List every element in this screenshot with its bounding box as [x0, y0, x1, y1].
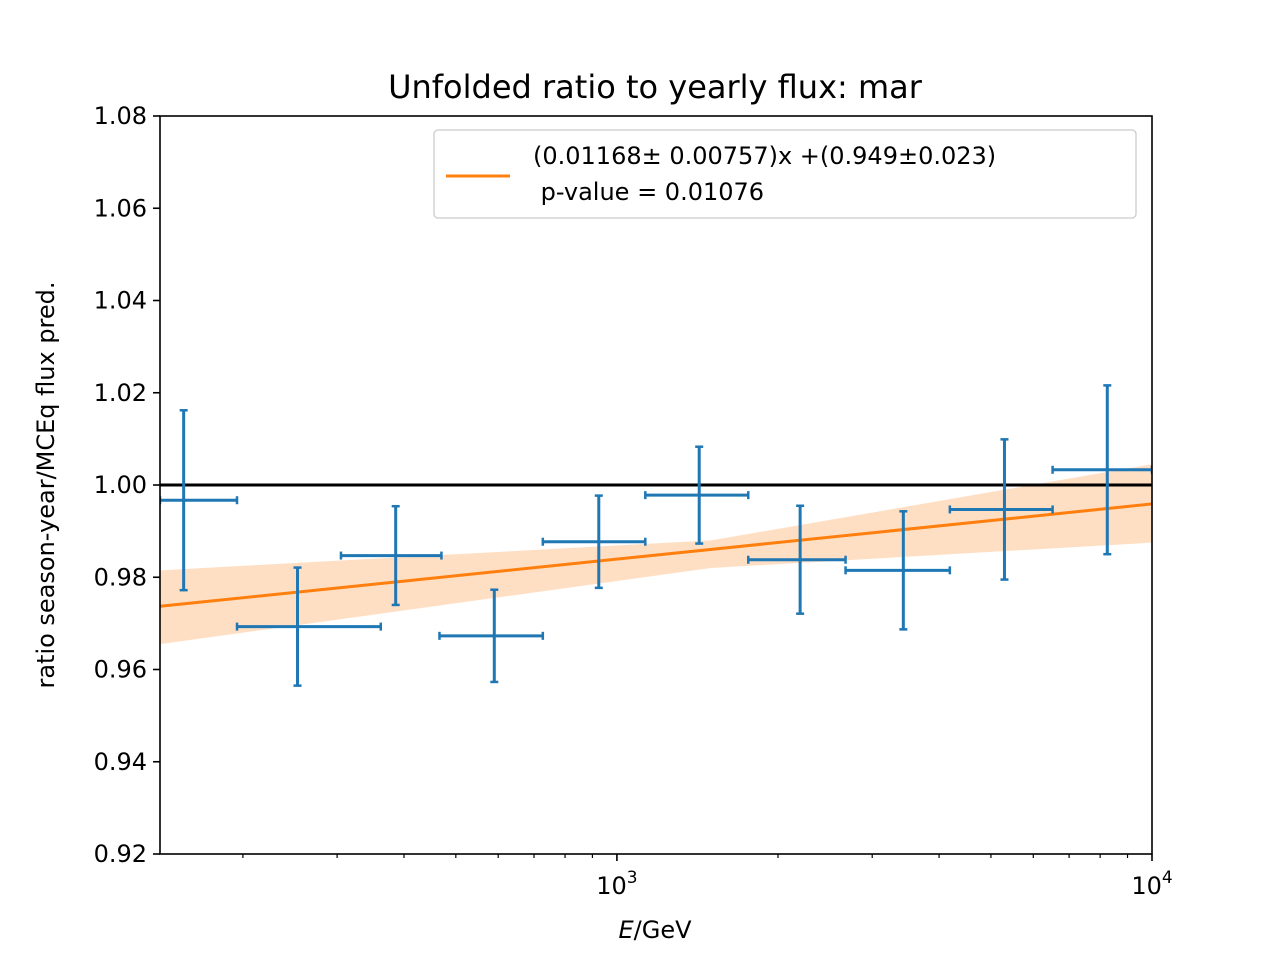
y-tick-label: 0.92	[94, 840, 147, 868]
x-axis-label-var: E	[618, 916, 634, 944]
data-point-10	[1051, 384, 1152, 556]
y-tick-label: 0.94	[94, 748, 147, 776]
y-tick-label: 1.04	[94, 287, 147, 315]
legend-box	[433, 129, 1137, 219]
y-axis-label: ratio season-year/MCEq flux pred.	[32, 281, 60, 688]
y-tick-label: 1.08	[94, 102, 147, 130]
x-axis-label-unit: /GeV	[634, 916, 692, 944]
plot-clipped	[160, 384, 1152, 687]
legend-label-pvalue: p-value = 0.01076	[533, 178, 764, 206]
y-tick-label: 1.02	[94, 379, 147, 407]
data-point-4	[438, 588, 545, 684]
data-point-9	[948, 438, 1054, 581]
chart-title: Unfolded ratio to yearly flux: mar	[388, 68, 923, 106]
legend-label-fit: (0.01168± 0.00757)x +(0.949±0.023)	[533, 142, 996, 170]
y-tick-label: 1.00	[94, 471, 147, 499]
y-axis: 0.92 0.94 0.96 0.98 1.00 1.02 1.04 1.06 1.08	[94, 102, 160, 868]
data-point-6	[644, 445, 750, 545]
data-point-7	[747, 504, 847, 615]
x-axis: 103 104	[242, 854, 1173, 900]
data-point-8	[844, 510, 952, 631]
x-axis-label: E/GeV	[618, 916, 692, 944]
data-point-5	[541, 494, 647, 590]
data-point-1	[160, 409, 239, 592]
fit-line	[160, 502, 1152, 608]
plot-area	[160, 384, 1152, 687]
data-point-3	[339, 504, 443, 607]
y-tick-label: 0.96	[94, 656, 147, 684]
legend: (0.01168± 0.00757)x +(0.949±0.023) p-val…	[433, 129, 1137, 219]
y-tick-label: 1.06	[94, 194, 147, 222]
x-tick-label: 103	[596, 868, 637, 900]
data-point-2	[235, 566, 383, 687]
y-tick-label: 0.98	[94, 563, 147, 591]
x-tick-label: 104	[1131, 868, 1172, 900]
